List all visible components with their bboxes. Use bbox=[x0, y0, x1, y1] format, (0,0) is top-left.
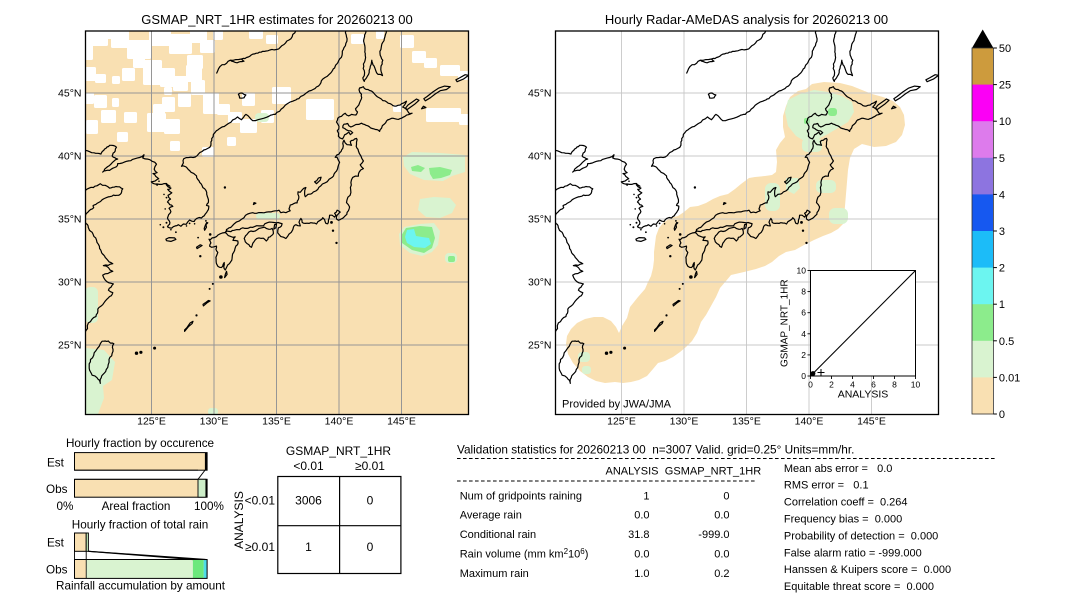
svg-text:135°E: 135°E bbox=[262, 416, 291, 428]
svg-text:0.01: 0.01 bbox=[999, 372, 1020, 384]
svg-text:3006: 3006 bbox=[295, 494, 322, 508]
svg-text:35°N: 35°N bbox=[528, 214, 551, 226]
svg-text:2: 2 bbox=[829, 380, 834, 390]
svg-text:140°E: 140°E bbox=[795, 416, 824, 428]
svg-text:0: 0 bbox=[999, 409, 1005, 421]
svg-text:Obs: Obs bbox=[46, 483, 68, 496]
svg-text:Probability of detection = 0.: Probability of detection = 0.000 bbox=[784, 530, 938, 542]
svg-text:3: 3 bbox=[999, 226, 1005, 238]
svg-text:140°E: 140°E bbox=[325, 416, 354, 428]
svg-text:Est: Est bbox=[47, 537, 65, 550]
svg-text:8: 8 bbox=[892, 380, 897, 390]
svg-text:2: 2 bbox=[801, 350, 806, 360]
svg-text:0.5: 0.5 bbox=[999, 336, 1014, 348]
svg-text:30°N: 30°N bbox=[58, 277, 81, 289]
svg-text:4: 4 bbox=[999, 189, 1005, 201]
svg-text:4: 4 bbox=[850, 380, 855, 390]
svg-text:ANALYSIS: ANALYSIS bbox=[838, 389, 889, 401]
svg-text:<0.01: <0.01 bbox=[245, 494, 276, 508]
svg-text:1: 1 bbox=[999, 299, 1005, 311]
svg-text:10: 10 bbox=[999, 116, 1011, 128]
svg-text:ANALYSIS: ANALYSIS bbox=[232, 491, 246, 549]
svg-text:≥0.01: ≥0.01 bbox=[245, 540, 275, 554]
svg-text:130°E: 130°E bbox=[200, 416, 229, 428]
svg-text:Hourly fraction by occurence: Hourly fraction by occurence bbox=[66, 437, 214, 450]
svg-text:GSMAP_NRT_1HR: GSMAP_NRT_1HR bbox=[780, 279, 791, 367]
svg-text:RMS error = 0.1: RMS error = 0.1 bbox=[784, 480, 869, 492]
svg-text:0: 0 bbox=[723, 490, 729, 502]
svg-text:31.8: 31.8 bbox=[628, 529, 649, 541]
svg-text:Maximum rain: Maximum rain bbox=[460, 568, 529, 580]
svg-text:4: 4 bbox=[801, 329, 806, 339]
svg-text:10: 10 bbox=[797, 266, 807, 276]
svg-text:1: 1 bbox=[305, 540, 312, 554]
svg-text:GSMAP_NRT_1HR: GSMAP_NRT_1HR bbox=[286, 444, 391, 458]
svg-text:0.2: 0.2 bbox=[714, 568, 729, 580]
svg-text:135°E: 135°E bbox=[732, 416, 761, 428]
svg-text:30°N: 30°N bbox=[528, 277, 551, 289]
svg-text:Num of gridpoints raining: Num of gridpoints raining bbox=[460, 490, 582, 502]
svg-text:0: 0 bbox=[367, 494, 374, 508]
svg-text:Hourly fraction of total rain: Hourly fraction of total rain bbox=[72, 519, 208, 532]
svg-text:0.0: 0.0 bbox=[714, 549, 729, 561]
svg-text:0: 0 bbox=[808, 380, 813, 390]
svg-text:0: 0 bbox=[801, 371, 806, 381]
svg-text:Average rain: Average rain bbox=[460, 510, 522, 522]
svg-text:Obs: Obs bbox=[46, 564, 68, 577]
svg-text:35°N: 35°N bbox=[58, 214, 81, 226]
svg-text:145°E: 145°E bbox=[857, 416, 886, 428]
svg-text:Hanssen & Kuipers score = 0.0: Hanssen & Kuipers score = 0.000 bbox=[784, 564, 951, 576]
svg-text:25°N: 25°N bbox=[528, 340, 551, 352]
svg-text:25: 25 bbox=[999, 80, 1011, 92]
svg-text:≥0.01: ≥0.01 bbox=[355, 459, 385, 473]
svg-text:Mean abs error = 0.0: Mean abs error = 0.0 bbox=[784, 463, 893, 475]
svg-text:10: 10 bbox=[911, 380, 921, 390]
svg-text:Est: Est bbox=[47, 457, 65, 470]
svg-text:100%: 100% bbox=[194, 500, 224, 513]
svg-text:0: 0 bbox=[367, 540, 374, 554]
svg-text:Frequency bias = 0.000: Frequency bias = 0.000 bbox=[784, 514, 902, 526]
svg-text:0%: 0% bbox=[57, 500, 74, 513]
svg-text:False alarm ratio = -999.000: False alarm ratio = -999.000 bbox=[784, 547, 922, 559]
svg-text:0.0: 0.0 bbox=[634, 549, 649, 561]
svg-text:50: 50 bbox=[999, 43, 1011, 55]
svg-text:2: 2 bbox=[999, 263, 1005, 275]
svg-text:130°E: 130°E bbox=[670, 416, 699, 428]
svg-text:8: 8 bbox=[801, 287, 806, 297]
svg-text:25°N: 25°N bbox=[58, 340, 81, 352]
svg-text:GSMAP_NRT_1HR: GSMAP_NRT_1HR bbox=[665, 466, 761, 478]
svg-text:40°N: 40°N bbox=[528, 151, 551, 163]
svg-text:1: 1 bbox=[643, 490, 649, 502]
svg-text:40°N: 40°N bbox=[58, 151, 81, 163]
svg-text:Rainfall accumulation by amoun: Rainfall accumulation by amount bbox=[56, 580, 226, 593]
svg-text:Rain volume (mm km2106): Rain volume (mm km2106) bbox=[460, 547, 589, 561]
svg-text:Provided by JWA/JMA: Provided by JWA/JMA bbox=[562, 399, 672, 411]
svg-text:5: 5 bbox=[999, 153, 1005, 165]
svg-text:Correlation coeff = 0.264: Correlation coeff = 0.264 bbox=[784, 497, 908, 509]
svg-text:Validation statistics for 2026: Validation statistics for 20260213 00 n=… bbox=[457, 443, 854, 457]
svg-text:Hourly Radar-AMeDAS analysis f: Hourly Radar-AMeDAS analysis for 2026021… bbox=[605, 12, 888, 27]
svg-text:-999.0: -999.0 bbox=[698, 529, 729, 541]
svg-text:Equitable threat score = 0.00: Equitable threat score = 0.000 bbox=[784, 581, 934, 593]
svg-text:ANALYSIS: ANALYSIS bbox=[606, 466, 659, 478]
svg-text:1.0: 1.0 bbox=[634, 568, 649, 580]
svg-text:145°E: 145°E bbox=[387, 416, 416, 428]
svg-text:<0.01: <0.01 bbox=[293, 459, 324, 473]
svg-text:0.0: 0.0 bbox=[634, 510, 649, 522]
svg-text:GSMAP_NRT_1HR estimates for 20: GSMAP_NRT_1HR estimates for 20260213 00 bbox=[141, 12, 412, 27]
svg-text:125°E: 125°E bbox=[137, 416, 166, 428]
svg-text:45°N: 45°N bbox=[528, 88, 551, 100]
svg-text:6: 6 bbox=[871, 380, 876, 390]
svg-text:Areal fraction: Areal fraction bbox=[102, 500, 171, 513]
svg-text:125°E: 125°E bbox=[607, 416, 636, 428]
svg-text:0.0: 0.0 bbox=[714, 510, 729, 522]
svg-text:6: 6 bbox=[801, 308, 806, 318]
svg-text:Conditional rain: Conditional rain bbox=[460, 529, 536, 541]
svg-text:45°N: 45°N bbox=[58, 88, 81, 100]
